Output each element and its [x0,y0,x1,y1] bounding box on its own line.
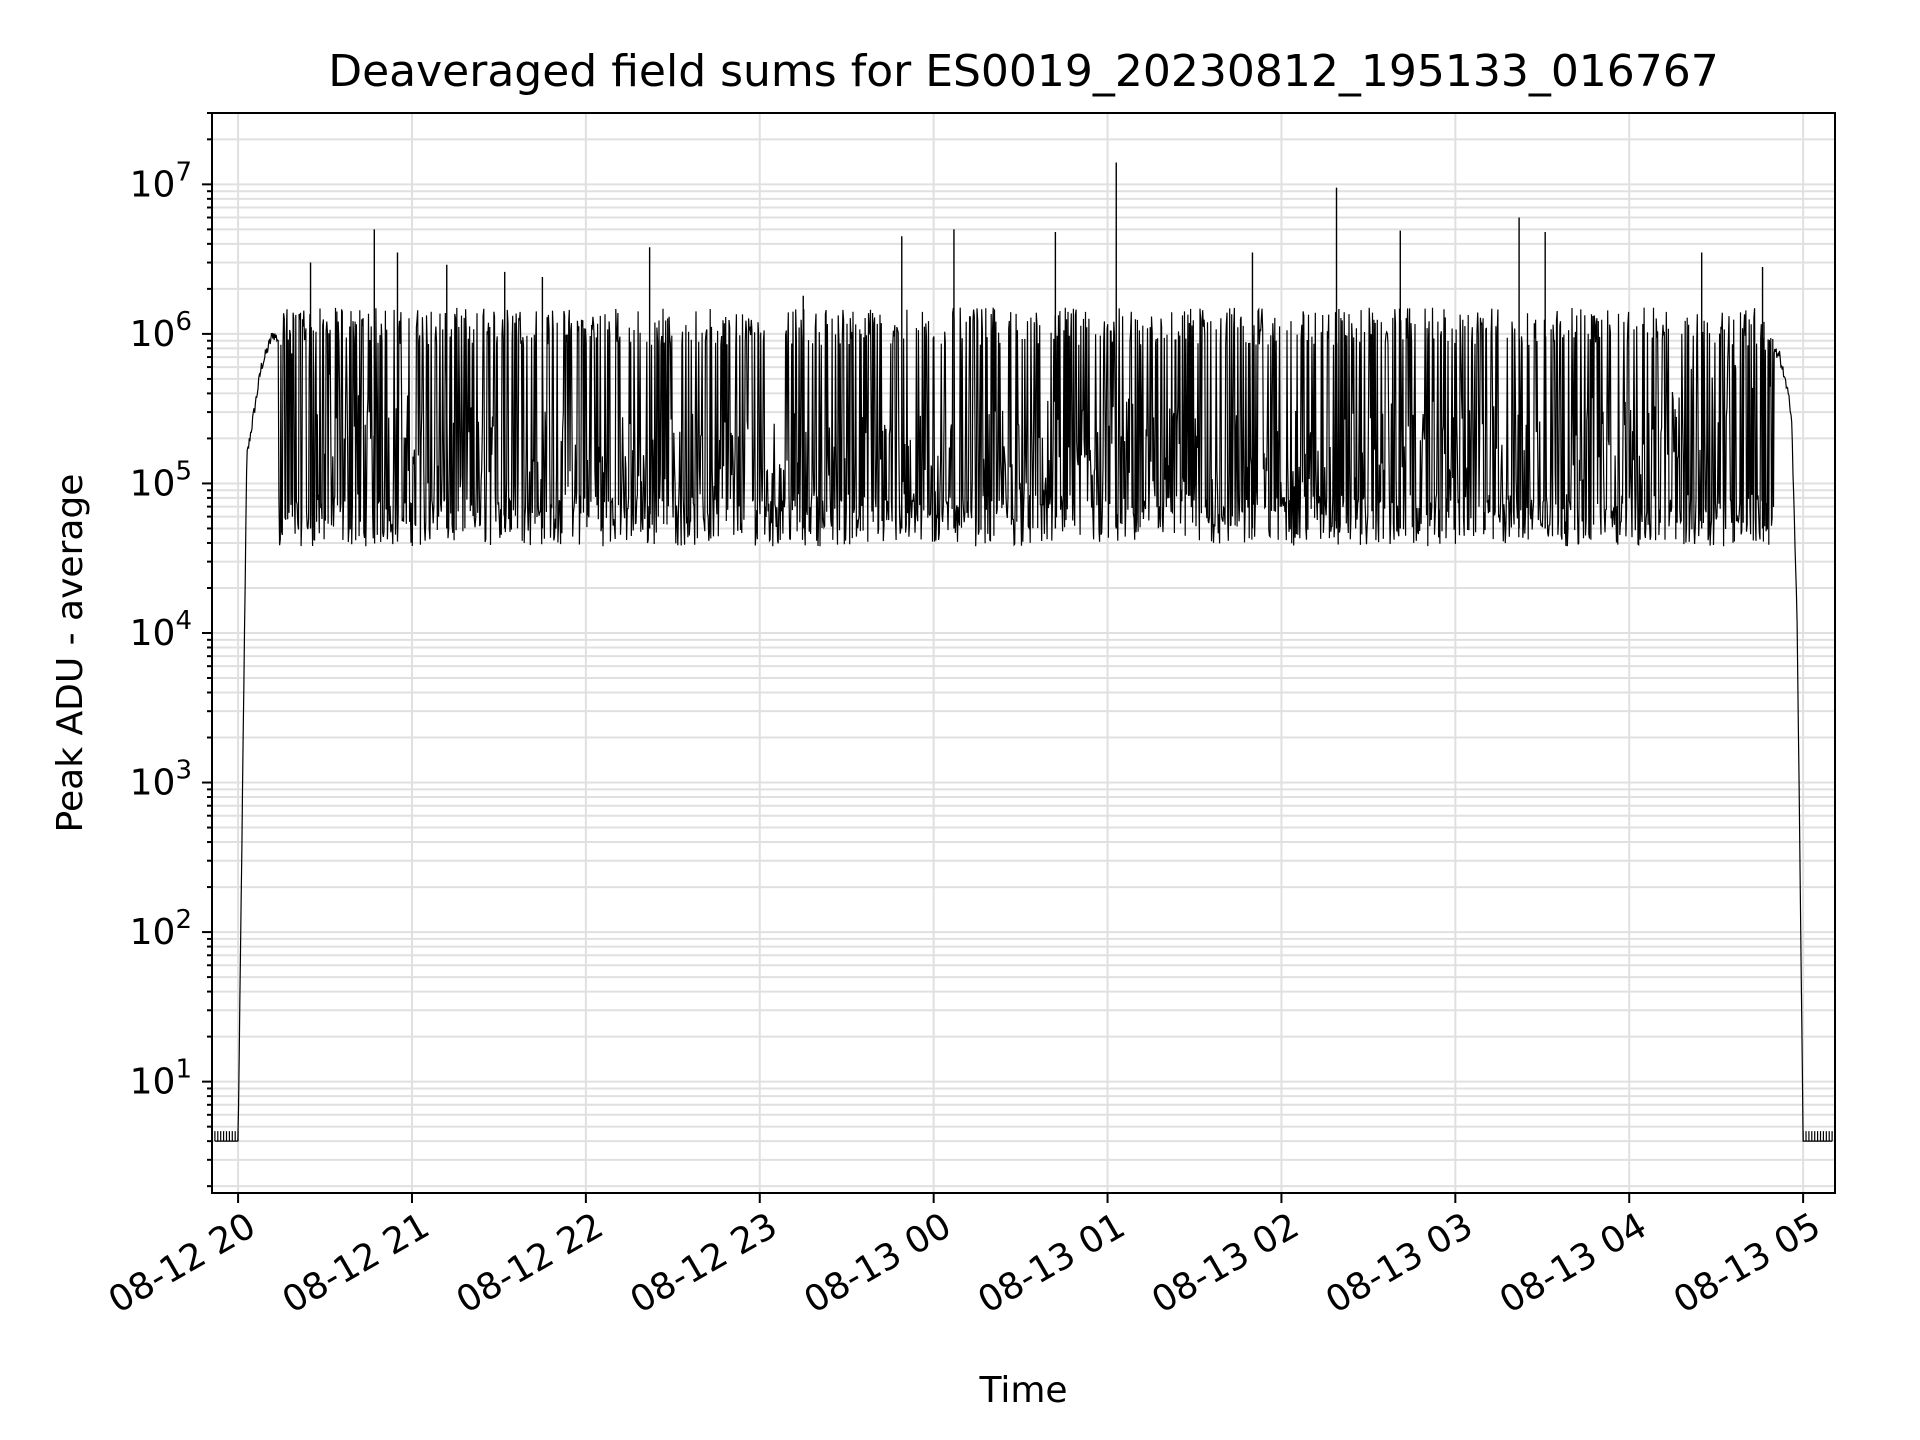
grid-lines [212,112,1835,1193]
y-axis-label: Peak ADU - average [50,474,91,833]
y-tick-label: 106 [130,307,192,355]
y-tick-label: 101 [130,1055,192,1103]
y-tick-label: 102 [130,905,192,953]
plot-frame [211,112,1836,1194]
data-series-line [214,162,1833,1142]
x-axis-label: Time [978,1370,1067,1411]
series-line [214,307,1833,1142]
y-tick-label: 104 [130,606,192,654]
chart-title: Deaveraged field sums for ES0019_2023081… [328,46,1719,97]
y-tick-label: 105 [130,456,192,504]
y-tick-label: 107 [130,157,192,205]
y-tick-label: 103 [130,756,192,804]
